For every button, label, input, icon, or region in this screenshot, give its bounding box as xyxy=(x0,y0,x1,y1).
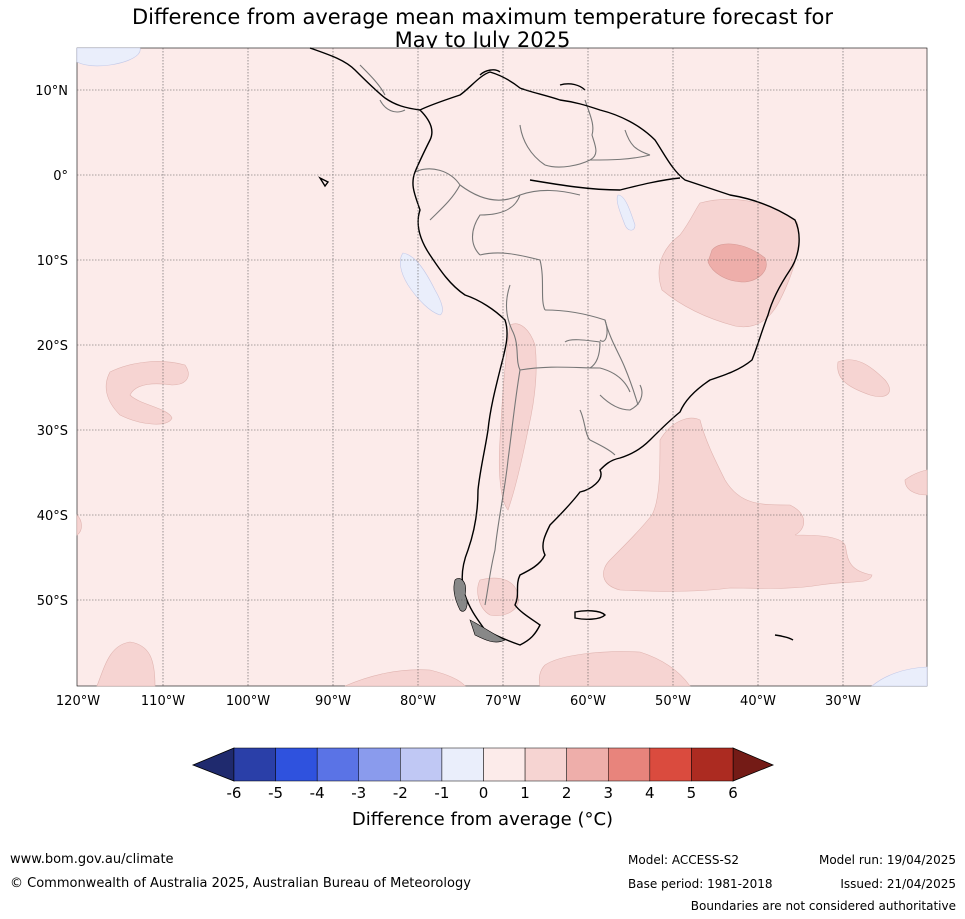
colorbar-tick-label: -2 xyxy=(393,784,408,802)
anomaly-andes xyxy=(498,323,537,511)
anomaly-blue-amazon xyxy=(616,194,636,231)
anomaly-blue-southeast xyxy=(871,666,928,687)
colorbar-title: Difference from average (°C) xyxy=(351,809,614,830)
coastline xyxy=(309,47,800,646)
colorbar-segment xyxy=(400,747,443,782)
anomaly-south-pacific xyxy=(96,641,156,687)
colorbar-tick-label: 2 xyxy=(562,784,572,802)
lat-labels: 10°N 0° 10°S 20°S 30°S 40°S 50°S xyxy=(35,84,68,609)
colorbar-segment xyxy=(524,747,567,782)
lon-label-60w: 60°W xyxy=(570,694,606,709)
galapagos xyxy=(318,176,330,188)
colorbar-tick-label: 1 xyxy=(520,784,530,802)
south-georgia xyxy=(774,634,794,641)
lon-label-50w: 50°W xyxy=(655,694,691,709)
colorbar-segment xyxy=(316,747,359,782)
colorbar-tick-label: 4 xyxy=(645,784,655,802)
colorbar-segment xyxy=(649,747,692,782)
colorbar-segment xyxy=(233,747,276,782)
colorbar-under-arrow xyxy=(191,747,235,782)
lon-label-30w: 30°W xyxy=(825,694,861,709)
lon-label-90w: 90°W xyxy=(315,694,351,709)
lat-label-30s: 30°S xyxy=(37,424,68,439)
colorbar-segment xyxy=(608,747,651,782)
colorbar: -6 -5 -4 -3 -2 -1 0 1 2 3 4 5 6 xyxy=(191,747,775,802)
colorbar-over-arrow xyxy=(732,747,775,782)
anomaly-blue-northwest xyxy=(76,47,141,67)
lat-label-40s: 40°S xyxy=(37,509,68,524)
lat-label-10n: 10°N xyxy=(35,84,68,99)
lon-label-100w: 100°W xyxy=(226,694,270,709)
colorbar-tick-label: 5 xyxy=(687,784,697,802)
footer-issued: Issued: 21/04/2025 xyxy=(840,877,956,891)
anomaly-south-atlantic xyxy=(603,417,873,592)
lon-label-40w: 40°W xyxy=(740,694,776,709)
footer-url: www.bom.gov.au/climate xyxy=(10,852,174,867)
colorbar-tick-label: -3 xyxy=(351,784,366,802)
anomaly-south-central xyxy=(344,669,466,687)
colorbar-segment xyxy=(275,747,318,782)
lat-label-20s: 20°S xyxy=(37,339,68,354)
colorbar-tick-label: 0 xyxy=(479,784,489,802)
colorbar-segment xyxy=(691,747,734,782)
colorbar-tick-label: -1 xyxy=(434,784,449,802)
anomaly-blue-peru-coast xyxy=(399,252,443,316)
footer-disclaimer: Boundaries are not considered authoritat… xyxy=(690,899,956,913)
caribbean-islands xyxy=(479,69,586,91)
lon-label-110w: 110°W xyxy=(141,694,185,709)
anomaly-far-east xyxy=(904,469,928,496)
lat-label-0: 0° xyxy=(53,169,68,184)
anomaly-atlantic-east xyxy=(837,359,890,397)
country-borders xyxy=(359,64,651,606)
map-title-line1: Difference from average mean maximum tem… xyxy=(132,5,833,29)
lon-labels: 120°W 110°W 100°W 90°W 80°W 70°W 60°W 50… xyxy=(56,694,861,709)
colorbar-tick-label: 3 xyxy=(603,784,613,802)
colorbar-segment xyxy=(441,747,484,782)
colorbar-segment xyxy=(358,747,401,782)
chile-archipelago xyxy=(453,578,506,643)
amazon-river xyxy=(529,177,681,191)
anomaly-west-edge xyxy=(76,514,82,536)
anomaly-pacific-west xyxy=(105,361,189,425)
lon-label-70w: 70°W xyxy=(485,694,521,709)
lon-label-120w: 120°W xyxy=(56,694,100,709)
falkland-islands xyxy=(574,610,606,620)
colorbar-tick-label: -4 xyxy=(310,784,325,802)
anomaly-light-blue-regions xyxy=(76,47,928,687)
anomaly-drake xyxy=(538,651,691,687)
anomaly-medium-red-region xyxy=(707,243,767,283)
south-america-coast xyxy=(412,71,800,646)
colorbar-tick-label: -5 xyxy=(268,784,283,802)
lon-label-80w: 80°W xyxy=(400,694,436,709)
anomaly-light-red-regions xyxy=(76,199,928,687)
central-america-coast xyxy=(309,47,421,111)
colorbar-tick-label: -6 xyxy=(227,784,242,802)
footer-copyright: © Commonwealth of Australia 2025, Austra… xyxy=(10,876,471,891)
footer-model: Model: ACCESS-S2 xyxy=(628,853,740,867)
footer-base-period: Base period: 1981-2018 xyxy=(628,877,773,891)
footer-model-run: Model run: 19/04/2025 xyxy=(818,853,956,867)
lat-label-50s: 50°S xyxy=(37,594,68,609)
colorbar-tick-label: 6 xyxy=(728,784,738,802)
colorbar-segment xyxy=(566,747,609,782)
graticule xyxy=(77,48,927,686)
colorbar-segment xyxy=(483,747,526,782)
lat-label-10s: 10°S xyxy=(37,254,68,269)
